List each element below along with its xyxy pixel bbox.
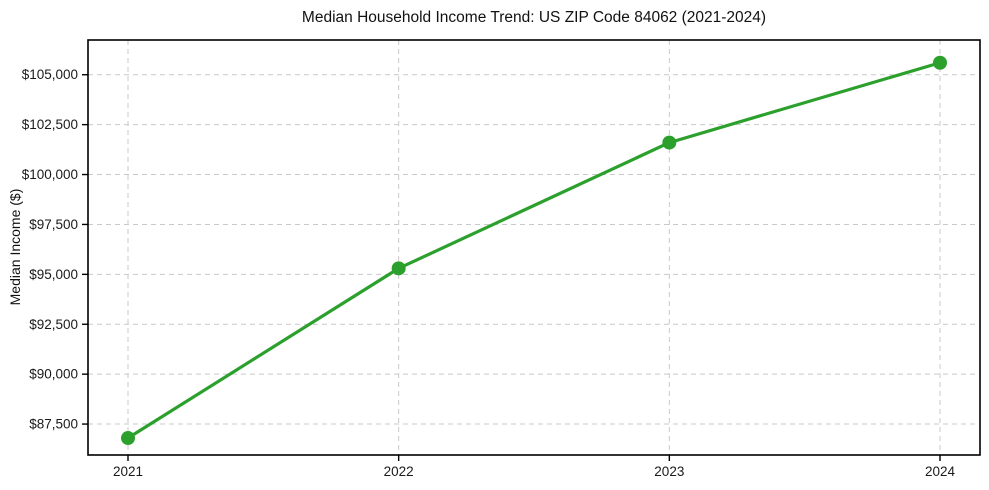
data-point-marker — [121, 431, 135, 446]
y-tick-label: $102,500 — [22, 117, 78, 132]
x-tick-label: 2021 — [113, 464, 143, 479]
plot-border — [87, 39, 981, 456]
data-point-marker — [933, 55, 947, 70]
chart-title: Median Household Income Trend: US ZIP Co… — [301, 9, 767, 26]
y-tick-label: $92,500 — [29, 317, 78, 332]
y-tick-label: $97,500 — [29, 217, 78, 232]
y-tick-label: $87,500 — [29, 417, 78, 432]
data-point-marker — [662, 135, 677, 150]
data-line — [126, 61, 942, 440]
x-tick-label: 2024 — [925, 464, 956, 479]
y-tick-label: $105,000 — [22, 67, 78, 82]
y-tick-label: $100,000 — [22, 167, 78, 182]
y-tick-label: $90,000 — [29, 367, 78, 382]
x-tick-label: 2023 — [654, 464, 684, 479]
y-tick-label: $95,000 — [29, 267, 78, 282]
x-tick-label: 2022 — [384, 464, 414, 479]
data-point-marker — [391, 261, 406, 276]
